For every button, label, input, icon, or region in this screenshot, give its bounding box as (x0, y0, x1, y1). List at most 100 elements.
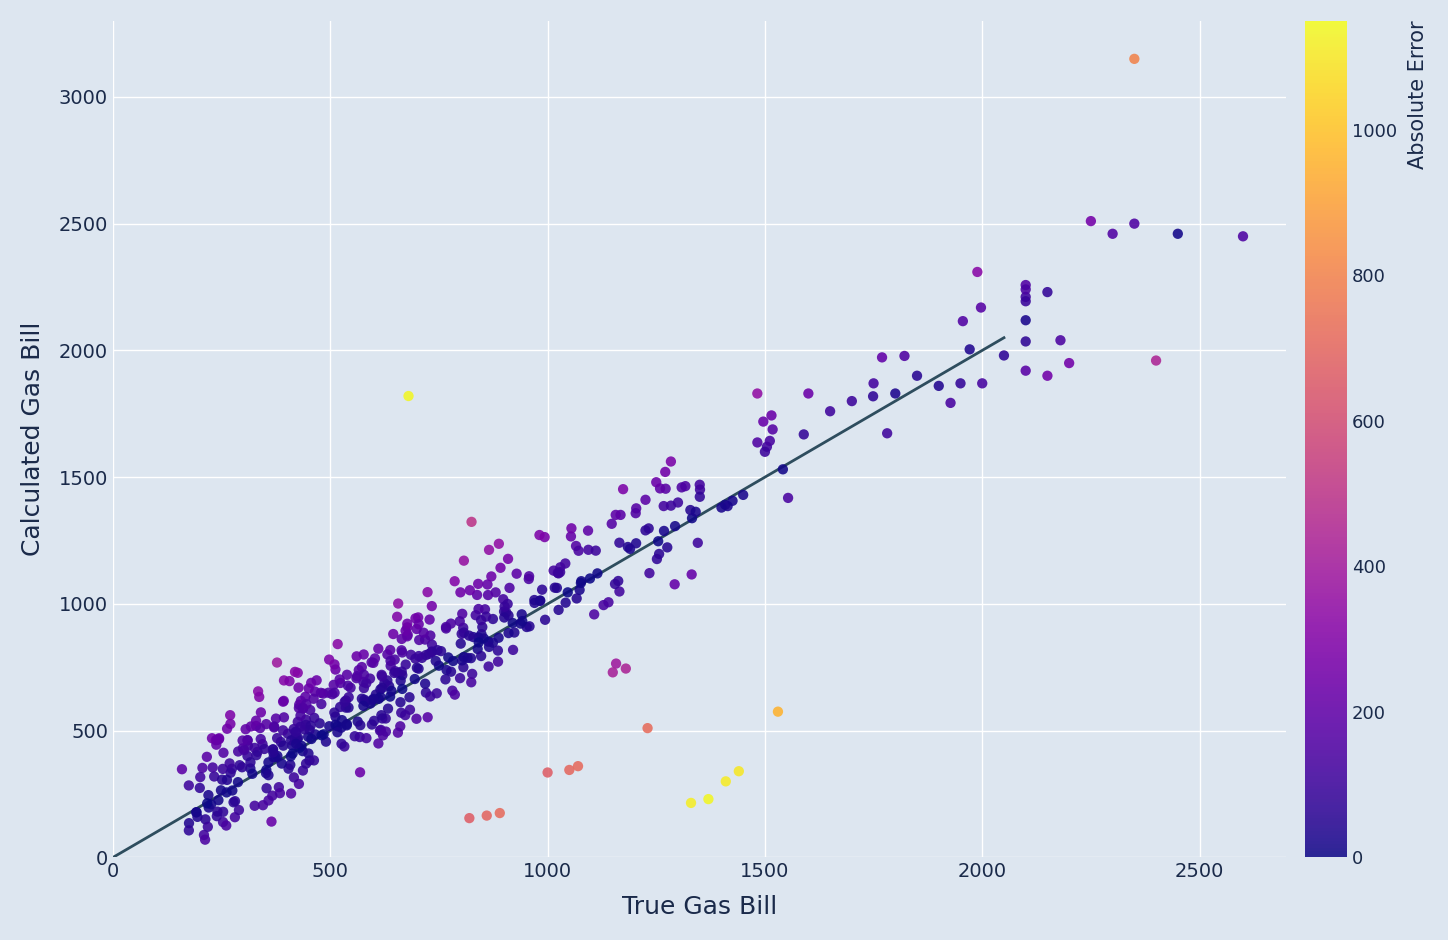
Point (618, 541, 641, 556)
Point (497, 608, 520, 623)
Point (272, 673, 295, 688)
Point (256, 768, 279, 783)
Point (497, 552, 520, 567)
Point (288, 719, 311, 734)
Point (321, 678, 345, 693)
Point (407, 633, 430, 648)
Point (288, 697, 311, 713)
Point (284, 736, 307, 751)
Point (893, 349, 917, 364)
Point (219, 708, 242, 723)
Point (517, 572, 540, 587)
Point (644, 475, 668, 490)
Point (576, 524, 599, 539)
Point (1035, 368, 1058, 384)
Point (688, 478, 711, 493)
Point (1122, 216, 1145, 231)
Point (371, 667, 394, 682)
Point (287, 681, 310, 696)
Point (177, 822, 200, 838)
Point (439, 616, 462, 631)
Point (472, 631, 495, 646)
Point (772, 462, 795, 477)
Point (437, 650, 460, 665)
Point (256, 755, 279, 770)
Point (200, 730, 223, 745)
Point (405, 621, 429, 636)
Point (376, 701, 400, 716)
Point (670, 479, 694, 494)
Point (330, 736, 353, 751)
Point (249, 731, 272, 746)
Point (862, 389, 885, 404)
Point (345, 649, 368, 664)
Point (607, 573, 630, 588)
Point (349, 717, 372, 732)
Point (460, 514, 484, 529)
Point (300, 675, 323, 690)
Point (452, 660, 475, 675)
Point (353, 692, 376, 707)
Point (586, 566, 610, 581)
Point (1014, 282, 1037, 297)
Point (469, 613, 492, 628)
Point (426, 686, 449, 701)
Point (382, 626, 405, 641)
Point (278, 674, 301, 689)
Point (476, 659, 500, 674)
Point (264, 749, 287, 764)
Point (498, 580, 521, 595)
Point (233, 743, 256, 758)
Point (529, 527, 552, 542)
Point (1014, 313, 1037, 328)
Point (608, 584, 631, 599)
Point (368, 691, 391, 706)
Point (226, 775, 249, 790)
Point (355, 676, 378, 691)
Point (969, 300, 992, 315)
Point (523, 595, 546, 610)
Point (992, 348, 1015, 363)
Point (652, 498, 675, 513)
Point (487, 643, 510, 658)
Point (1057, 355, 1080, 370)
Point (592, 598, 615, 613)
Point (1014, 290, 1037, 305)
Point (374, 711, 397, 726)
Point (363, 650, 387, 666)
Point (762, 422, 785, 437)
Point (1231, 228, 1254, 243)
Point (279, 733, 303, 748)
Point (297, 746, 320, 761)
Point (397, 388, 420, 403)
Point (565, 539, 588, 554)
Point (291, 700, 314, 715)
Point (294, 713, 317, 728)
Point (324, 717, 348, 732)
Point (391, 645, 414, 660)
Point (368, 723, 391, 738)
Point (326, 725, 349, 740)
Point (416, 710, 439, 725)
Point (394, 623, 417, 638)
Point (272, 710, 295, 725)
Point (473, 602, 497, 617)
Point (582, 607, 605, 622)
Point (497, 597, 520, 612)
Point (255, 762, 278, 777)
Point (948, 376, 972, 391)
Point (282, 770, 306, 785)
Point (414, 685, 437, 700)
Point (407, 617, 430, 632)
Point (214, 785, 237, 800)
Point (523, 592, 546, 607)
Point (361, 655, 384, 670)
X-axis label: True Gas Bill: True Gas Bill (623, 895, 778, 919)
Point (394, 708, 417, 723)
Point (434, 663, 458, 678)
Point (452, 553, 475, 568)
Point (346, 668, 369, 683)
Point (484, 585, 507, 600)
Point (297, 729, 320, 744)
Point (245, 747, 268, 762)
